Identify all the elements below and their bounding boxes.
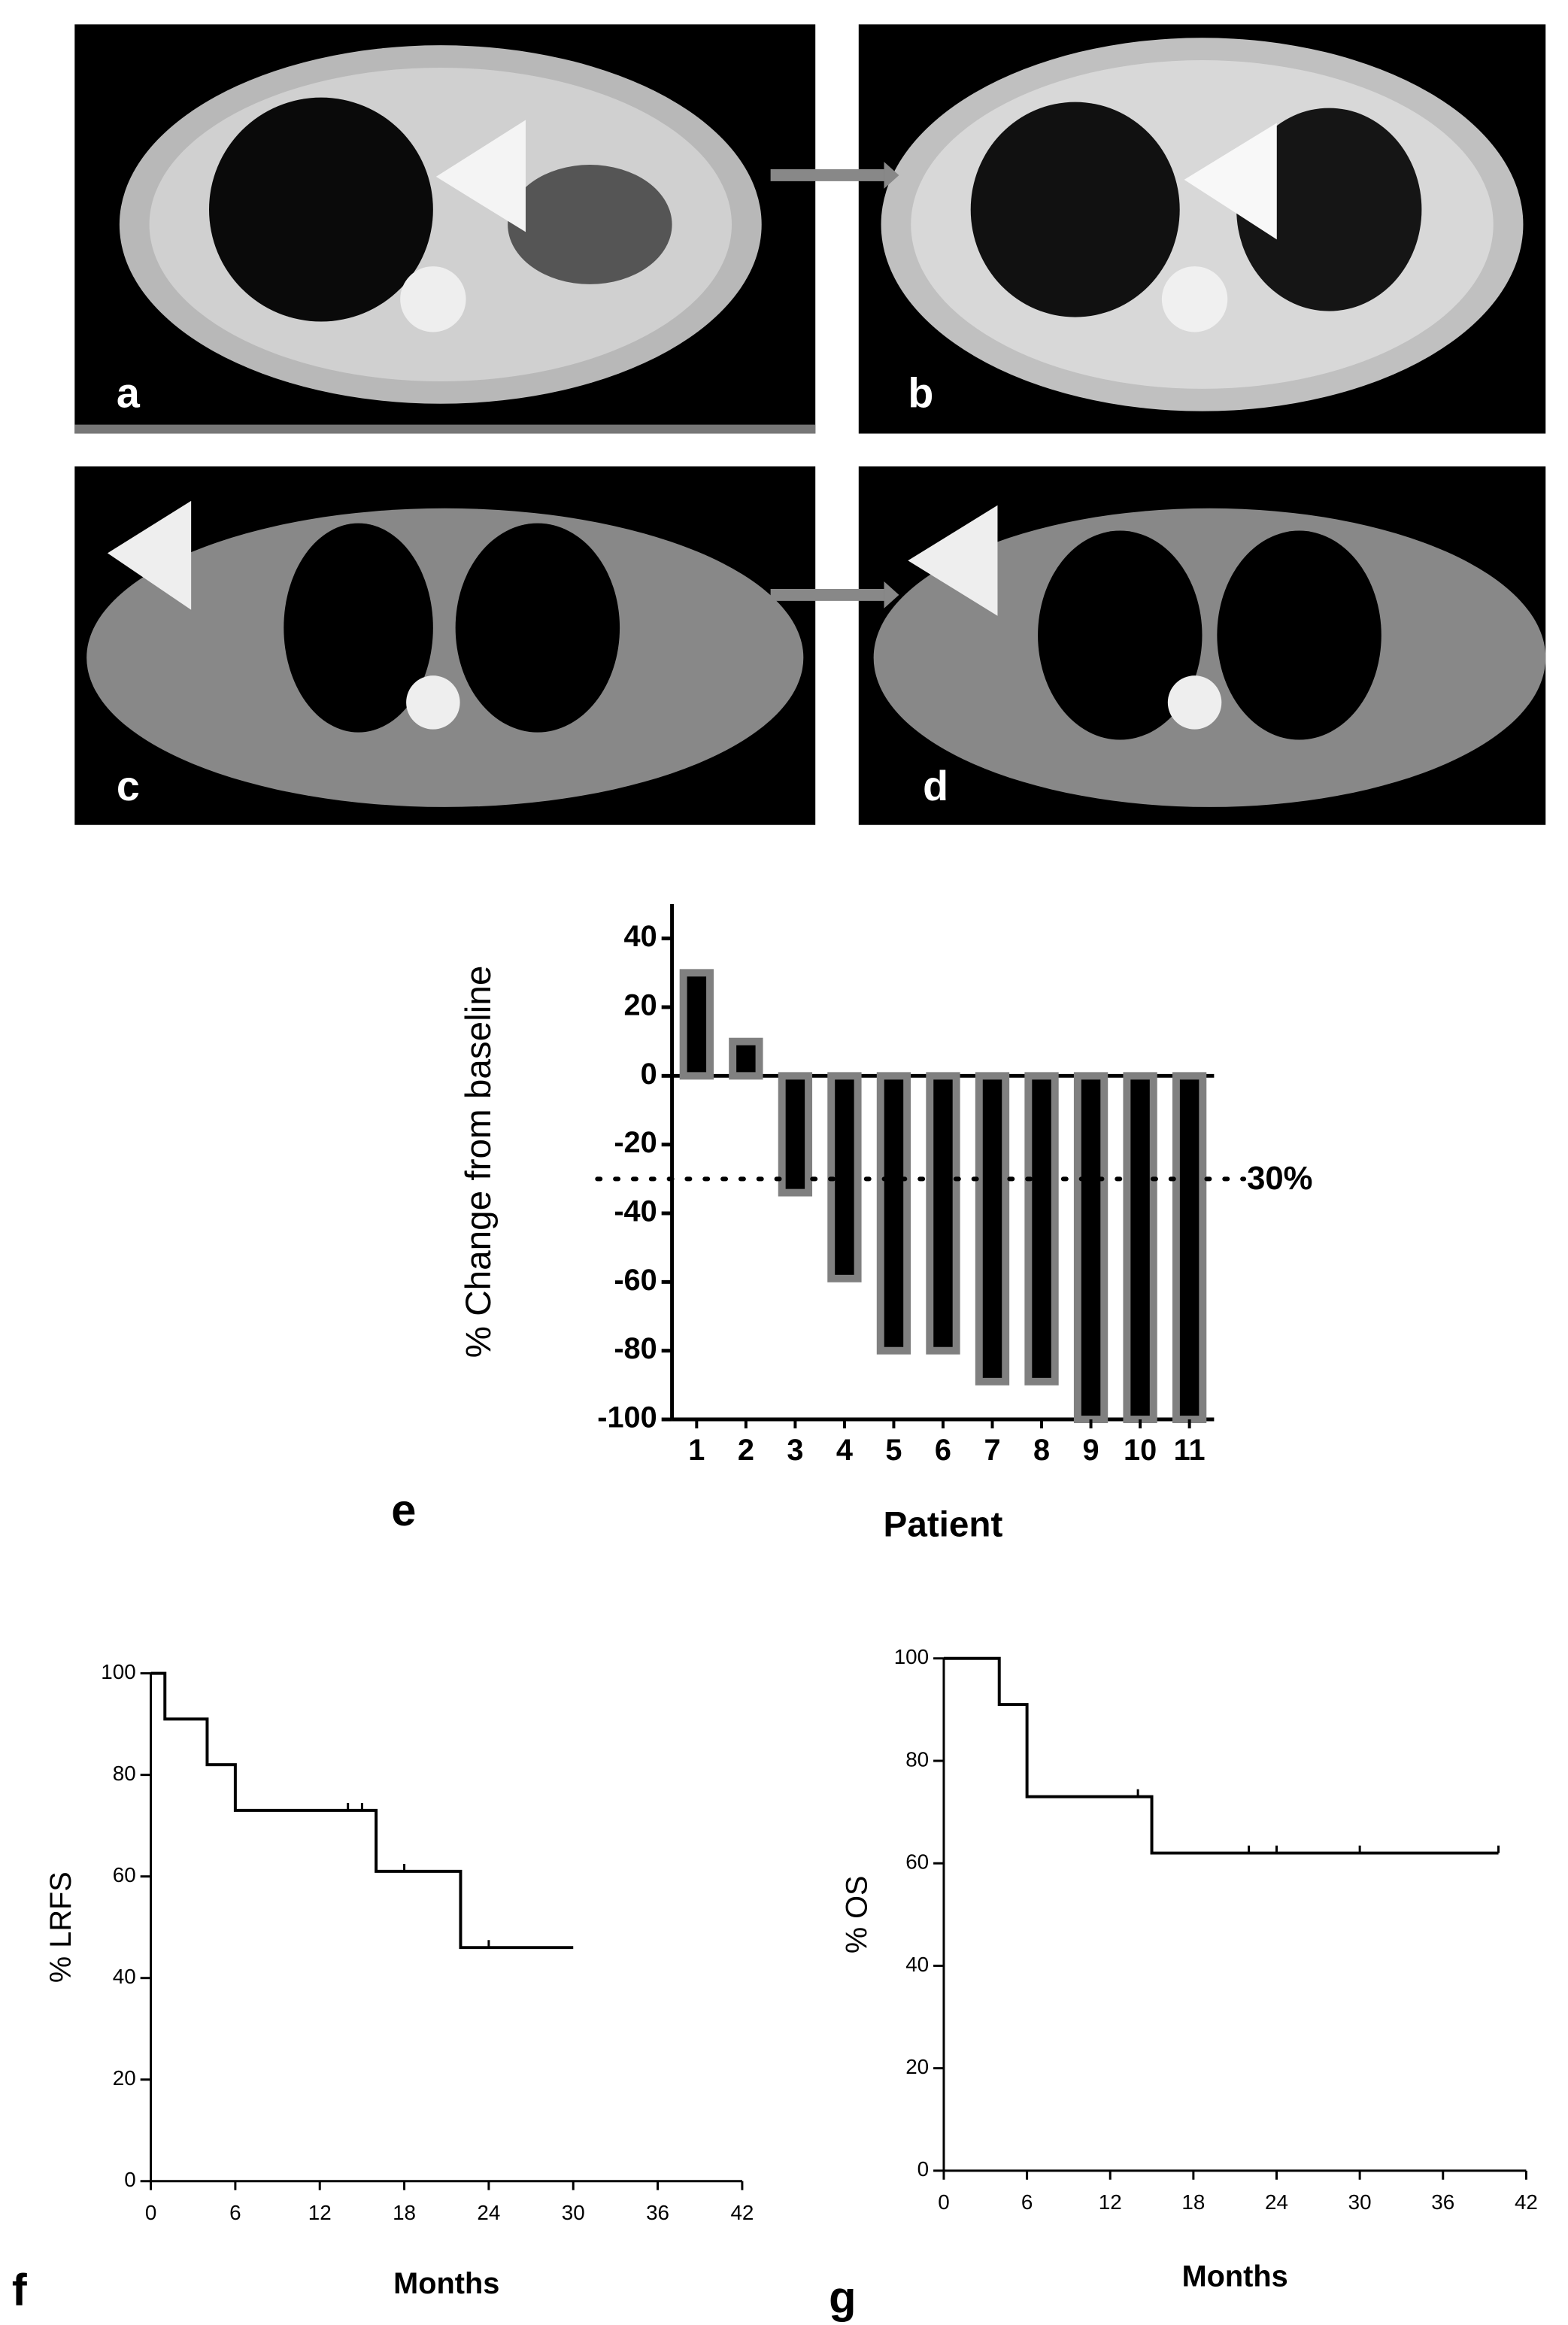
- bar: [926, 1072, 960, 1355]
- x-tick-label: 42: [730, 2201, 754, 2224]
- x-tick-label: 30: [1348, 2190, 1372, 2214]
- y-tick-label: 0: [641, 1058, 657, 1091]
- x-tick-label: 30: [562, 2201, 585, 2224]
- x-tick-label: 18: [1181, 2190, 1205, 2214]
- x-tick-label: 5: [885, 1434, 902, 1467]
- arrow: [770, 162, 899, 609]
- threshold-label: 30%: [1247, 1160, 1312, 1197]
- ct-image-c: [74, 466, 816, 825]
- x-tick-label: 18: [393, 2201, 416, 2224]
- x-tick-label: 6: [229, 2201, 241, 2224]
- panel-label: b: [908, 370, 933, 417]
- x-tick-label: 0: [938, 2190, 949, 2214]
- y-tick-label: -80: [614, 1332, 657, 1365]
- ct-image-a: [74, 24, 816, 434]
- y-tick-label: -100: [597, 1401, 657, 1434]
- panel-label: e: [391, 1485, 416, 1535]
- bar: [679, 969, 714, 1080]
- panel-label: g: [829, 2272, 856, 2322]
- x-tick-label: 24: [1265, 2190, 1288, 2214]
- y-tick-label: 0: [917, 2157, 929, 2181]
- bar: [778, 1072, 813, 1197]
- x-axis-label: Months: [1182, 2260, 1288, 2293]
- panel-label: c: [117, 763, 140, 809]
- y-tick-label: 100: [101, 1660, 135, 1683]
- y-tick-label: 40: [624, 920, 657, 953]
- y-tick-label: 20: [905, 2055, 929, 2078]
- x-tick-label: 36: [646, 2201, 669, 2224]
- x-tick-label: 6: [935, 1434, 951, 1467]
- bar: [876, 1072, 911, 1355]
- x-axis-label: Patient: [884, 1505, 1003, 1545]
- x-tick-label: 1: [688, 1434, 705, 1467]
- y-tick-label: 100: [894, 1645, 929, 1668]
- x-tick-label: 7: [984, 1434, 1000, 1467]
- panel-label: d: [923, 763, 948, 809]
- y-tick-label: 80: [113, 1762, 136, 1785]
- y-tick-label: 40: [905, 1953, 929, 1976]
- x-tick-label: 9: [1083, 1434, 1099, 1467]
- y-tick-label: 60: [905, 1850, 929, 1874]
- survival-line: [943, 1656, 1499, 1855]
- y-tick-label: 80: [905, 1747, 929, 1771]
- survival-line: [150, 1671, 574, 1950]
- bar: [1123, 1072, 1157, 1424]
- ct-image-b: [858, 24, 1546, 434]
- bar: [975, 1072, 1010, 1386]
- y-tick-label: 40: [113, 1965, 136, 1988]
- y-tick-label: -40: [614, 1194, 657, 1228]
- x-tick-label: 10: [1124, 1434, 1157, 1467]
- x-tick-label: 8: [1033, 1434, 1050, 1467]
- x-tick-label: 0: [145, 2201, 156, 2224]
- x-tick-label: 12: [308, 2201, 332, 2224]
- y-tick-label: -60: [614, 1264, 657, 1297]
- bar: [1172, 1072, 1207, 1424]
- x-tick-label: 42: [1515, 2190, 1538, 2214]
- bar: [827, 1072, 862, 1282]
- x-tick-label: 6: [1021, 2190, 1033, 2214]
- bar: [1073, 1072, 1109, 1424]
- x-tick-label: 3: [787, 1434, 803, 1467]
- ct-image-d: [858, 466, 1546, 825]
- y-axis-label: % LRFS: [44, 1871, 77, 1983]
- y-tick-label: -20: [614, 1126, 657, 1159]
- x-tick-label: 11: [1174, 1434, 1206, 1467]
- y-tick-label: 60: [113, 1863, 136, 1886]
- x-axis-label: Months: [393, 2267, 499, 2300]
- y-tick-label: 0: [124, 2168, 135, 2191]
- bar: [1024, 1072, 1059, 1386]
- x-tick-label: 24: [477, 2201, 500, 2224]
- panel-label: f: [12, 2264, 27, 2314]
- y-tick-label: 20: [624, 988, 657, 1021]
- panel-label: a: [117, 370, 141, 417]
- y-axis-label: % Change from baseline: [459, 966, 499, 1358]
- x-tick-label: 12: [1099, 2190, 1122, 2214]
- x-tick-label: 2: [738, 1434, 754, 1467]
- y-axis-label: % OS: [840, 1875, 873, 1953]
- x-tick-label: 4: [836, 1434, 853, 1467]
- bar: [729, 1037, 763, 1080]
- y-tick-label: 20: [113, 2066, 136, 2090]
- x-tick-label: 36: [1431, 2190, 1454, 2214]
